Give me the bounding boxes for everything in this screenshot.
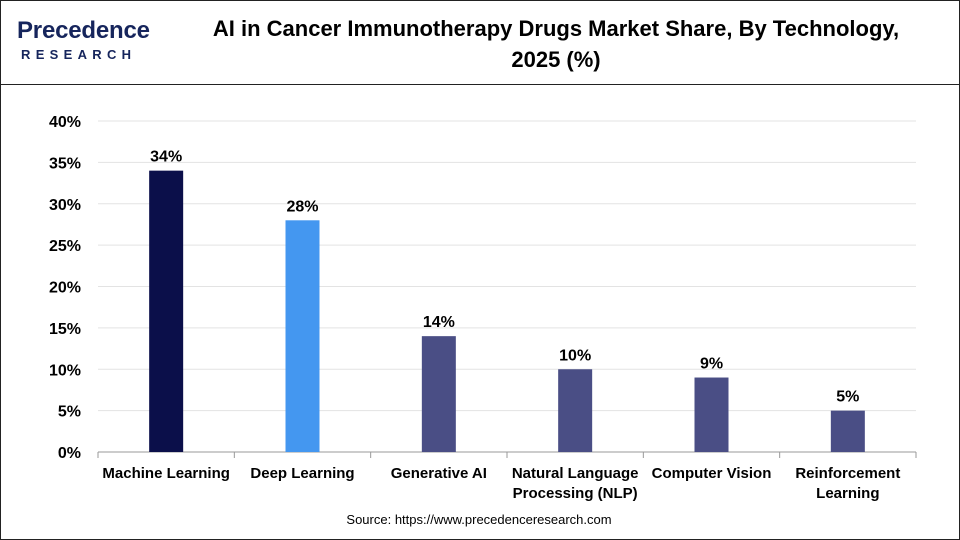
- source-note: Source: https://www.precedenceresearch.c…: [346, 512, 612, 527]
- chart-title-line-2: 2025 (%): [511, 47, 601, 72]
- header: Precedence RESEARCH AI in Cancer Immunot…: [1, 1, 959, 85]
- bar: [285, 220, 320, 452]
- data-label: 5%: [836, 389, 859, 406]
- data-label: 28%: [286, 198, 318, 215]
- bar: [830, 410, 865, 452]
- data-label: 9%: [700, 356, 723, 373]
- data-label: 10%: [559, 347, 591, 364]
- y-tick-label: 0%: [58, 445, 81, 462]
- bar: [149, 170, 184, 452]
- x-tick-label: Machine Learning: [102, 465, 230, 482]
- y-tick-label: 30%: [49, 197, 81, 214]
- y-tick-label: 40%: [49, 114, 81, 131]
- brand-logo: Precedence RESEARCH: [17, 17, 167, 67]
- y-tick-label: 5%: [58, 404, 81, 421]
- x-tick-label: Natural Language: [512, 465, 639, 482]
- y-tick-label: 25%: [49, 238, 81, 255]
- y-tick-label: 35%: [49, 155, 81, 172]
- logo-sub-text: RESEARCH: [21, 47, 137, 62]
- data-label: 34%: [150, 149, 182, 166]
- y-tick-label: 20%: [49, 280, 81, 297]
- logo-main-text: Precedence: [17, 17, 150, 44]
- x-tick-label: Deep Learning: [250, 465, 354, 482]
- bar: [694, 377, 729, 452]
- x-tick-label: Generative AI: [391, 465, 487, 482]
- chart-title: AI in Cancer Immunotherapy Drugs Market …: [176, 13, 936, 75]
- y-tick-label: 15%: [49, 321, 81, 338]
- bar: [558, 369, 593, 452]
- y-tick-label: 10%: [49, 362, 81, 379]
- bar: [421, 336, 456, 452]
- x-tick-label: Processing (NLP): [513, 485, 638, 502]
- x-tick-label: Computer Vision: [652, 465, 772, 482]
- x-tick-label: Reinforcement: [795, 465, 900, 482]
- x-tick-label: Learning: [816, 485, 879, 502]
- chart-title-line-1: AI in Cancer Immunotherapy Drugs Market …: [212, 16, 900, 41]
- data-label: 14%: [423, 314, 455, 331]
